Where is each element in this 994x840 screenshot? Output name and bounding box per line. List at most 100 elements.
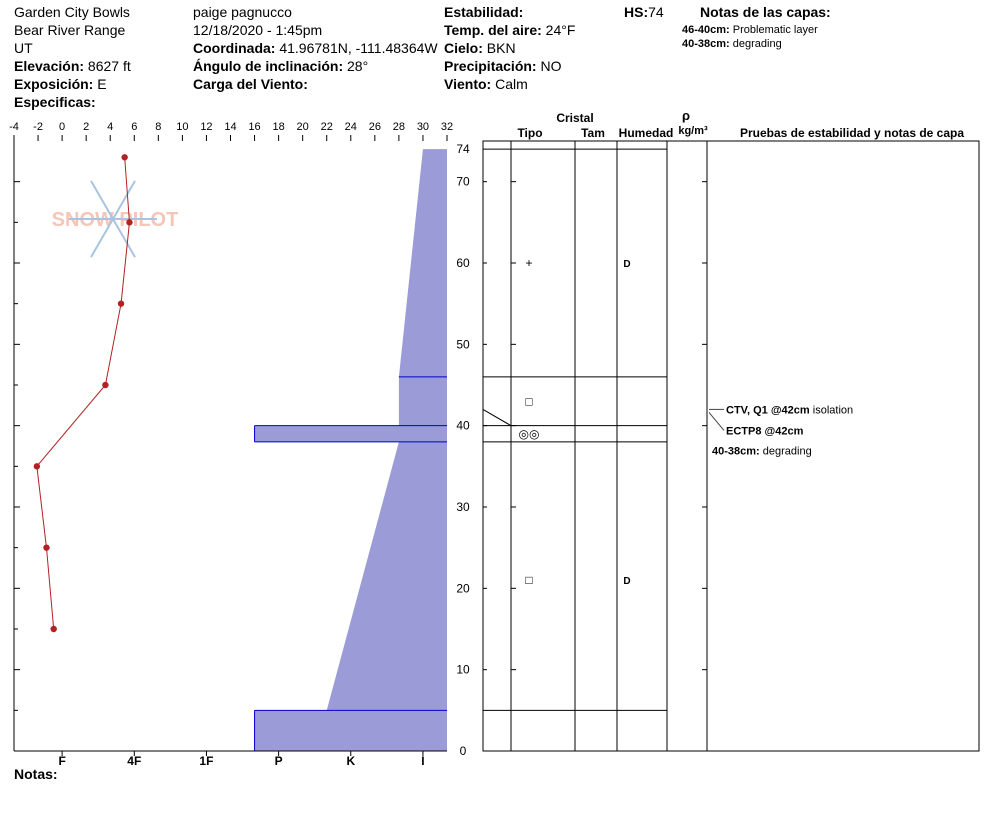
temp-tick-label: 14 xyxy=(224,121,236,133)
tipo-header: Tipo xyxy=(517,126,542,140)
snowflake-arm xyxy=(112,180,136,220)
location: Garden City Bowls xyxy=(14,4,130,20)
coord-label: Coordinada: xyxy=(193,40,276,56)
layer-note: 40-38cm: degrading xyxy=(682,38,782,50)
depth-tick-label: 50 xyxy=(456,337,470,351)
tam-header: Tam xyxy=(581,126,605,140)
depth-top-label: 74 xyxy=(456,142,470,156)
moisture-value: D xyxy=(623,576,630,587)
crystal-header: Cristal xyxy=(556,111,593,125)
temp-tick-label: 8 xyxy=(155,121,161,133)
air-temp-row: Temp. del aire: 24°F xyxy=(444,22,575,38)
datetime: 12/18/2020 - 1:45pm xyxy=(193,22,323,38)
coord-row: Coordinada: 41.96781N, -111.48364W xyxy=(193,40,438,56)
wind-value: Calm xyxy=(495,76,528,92)
temp-tick-label: 0 xyxy=(59,121,65,133)
depth-tick-label: 40 xyxy=(456,419,470,433)
temp-tick-label: 26 xyxy=(369,121,381,133)
temp-tick-label: 4 xyxy=(107,121,113,133)
stability-label: Estabilidad: xyxy=(444,4,524,20)
temp-tick-label: 18 xyxy=(272,121,284,133)
density-symbol: ρ xyxy=(682,108,690,123)
temp-tick-label: 24 xyxy=(345,121,357,133)
tests-header: Pruebas de estabilidad y notas de capa xyxy=(740,126,964,140)
hardness-tick-label: K xyxy=(346,754,355,768)
layer-note-range: 40-38cm: xyxy=(682,38,730,50)
layer-notes-title: Notas de las capas: xyxy=(700,4,831,20)
crystal-symbol: □ xyxy=(525,394,532,408)
state: UT xyxy=(14,40,33,56)
temp-tick-label: 32 xyxy=(441,121,453,133)
snowflake-arm xyxy=(90,218,114,258)
temp-tick-label: -4 xyxy=(9,121,19,133)
temp-tick-label: 30 xyxy=(417,121,429,133)
sky-row: Cielo: BKN xyxy=(444,40,516,56)
crystal-symbol: ◎◎ xyxy=(519,427,540,441)
wind-row: Viento: Calm xyxy=(444,76,528,92)
depth-tick-label: 60 xyxy=(456,256,470,270)
test-arrow xyxy=(708,412,725,431)
hardness-tick-label: 4F xyxy=(127,754,141,768)
range: Bear River Range xyxy=(14,22,126,38)
depth-tick-label: 30 xyxy=(456,500,470,514)
aspect-row: Exposición: E xyxy=(14,76,107,92)
stability-test: 40-38cm: degrading xyxy=(712,445,812,457)
layer-note-range: 46-40cm: xyxy=(682,24,730,36)
depth-tick-label: 0 xyxy=(460,744,467,758)
stability-test-label: ECTP8 @42cm xyxy=(726,425,804,437)
hs-row: HS:74 xyxy=(624,4,664,20)
sky-label: Cielo: xyxy=(444,40,483,56)
notes-label: Notas: xyxy=(14,766,58,782)
test-marker xyxy=(482,408,512,427)
precip-row: Precipitación: NO xyxy=(444,58,561,74)
snowflake-arm xyxy=(112,218,136,258)
depth-tick-label: 70 xyxy=(456,175,470,189)
stability-test-note: degrading xyxy=(760,445,812,457)
incline-row: Ángulo de inclinación: 28° xyxy=(193,58,368,74)
humedad-header: Humedad xyxy=(619,126,674,140)
precip-label: Precipitación: xyxy=(444,58,537,74)
elevation-value: 8627 ft xyxy=(87,58,131,74)
aspect-value: E xyxy=(97,76,107,92)
temperature-point xyxy=(126,219,133,226)
depth-tick-label: 20 xyxy=(456,581,470,595)
elevation-row: Elevación: 8627 ft xyxy=(14,58,131,74)
snowflake-arm xyxy=(90,180,114,220)
temp-tick-label: 2 xyxy=(83,121,89,133)
temp-tick-label: 22 xyxy=(321,121,333,133)
specifics-label: Especificas: xyxy=(14,94,96,110)
elevation-label: Elevación: xyxy=(14,58,85,74)
temperature-point xyxy=(102,381,109,389)
layer-note-text: Problematic layer xyxy=(732,24,818,36)
stability-test-label: CTV, Q1 @42cm xyxy=(726,404,810,416)
temp-tick-label: 6 xyxy=(131,121,137,133)
depth-tick-label: 10 xyxy=(456,663,470,677)
hardness-tick-label: F xyxy=(58,754,65,768)
stability-test-label: 40-38cm: xyxy=(712,445,760,457)
hardness-tick-label: P xyxy=(275,754,283,768)
temp-tick-label: 10 xyxy=(176,121,188,133)
incline-value: 28° xyxy=(347,58,369,74)
layer-table-frame xyxy=(482,140,980,752)
temperature-point xyxy=(50,625,57,633)
precip-value: NO xyxy=(540,58,562,74)
stability-test-note: isolation xyxy=(810,404,853,416)
stability-test: ECTP8 @42cm xyxy=(726,425,804,437)
wind-load-label: Carga del Viento: xyxy=(193,76,308,92)
moisture-value: D xyxy=(623,259,630,270)
temperature-point xyxy=(43,544,50,551)
temp-tick-label: 28 xyxy=(393,121,405,133)
density-unit: kg/m³ xyxy=(678,125,708,137)
hs-label: HS: xyxy=(624,4,649,20)
temp-tick-label: 20 xyxy=(297,121,309,133)
temp-tick-label: 16 xyxy=(248,121,260,133)
hardness-tick-label: I xyxy=(421,754,424,768)
crystal-symbol: + xyxy=(525,256,532,270)
air-temp-label: Temp. del aire: xyxy=(444,22,542,38)
hardness-profile xyxy=(254,149,447,752)
temperature-point xyxy=(117,300,125,307)
air-temp-value: 24°F xyxy=(545,22,576,38)
stability-test: CTV, Q1 @42cm isolation xyxy=(726,404,853,416)
aspect-label: Exposición: xyxy=(14,76,94,92)
